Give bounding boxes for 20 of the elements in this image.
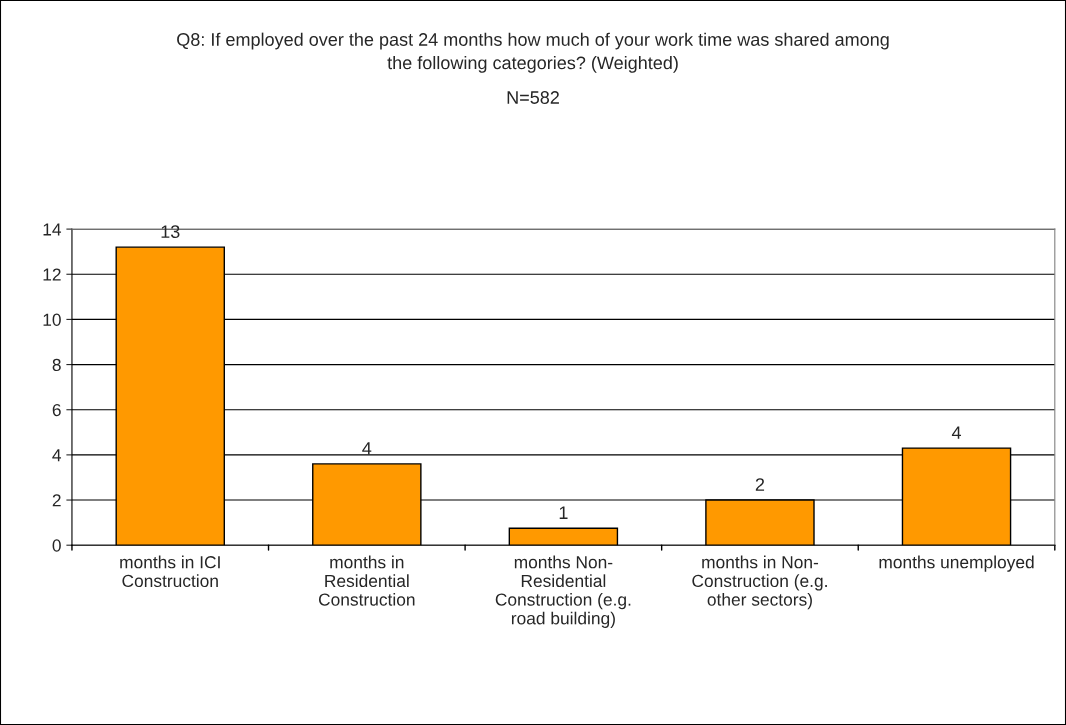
data-label: 1 [559, 506, 568, 519]
y-tick-label: 10 [43, 313, 61, 326]
y-tick-label: 4 [52, 449, 62, 462]
data-label: 4 [362, 442, 372, 455]
data-label: 2 [755, 478, 765, 491]
y-tick-label: 2 [52, 494, 61, 507]
y-tick-label: 6 [52, 403, 61, 417]
x-tick-label: months unemployed [879, 555, 1034, 572]
x-tick-label: months in Residential Construction [318, 555, 415, 606]
x-tick-label: months in ICI Construction [120, 555, 220, 588]
x-tick-label: months in Non-Construction (e.g. other sectors) [692, 555, 827, 610]
data-label: 4 [951, 426, 962, 439]
bar [508, 527, 619, 546]
chart-subtitle: N=582 [507, 91, 559, 104]
y-tick-label: 12 [43, 268, 61, 281]
y-tick-label: 14 [43, 223, 62, 236]
x-tick-label: months Non-Residential Construction (e.g. road building) [495, 555, 631, 628]
y-tick-label: 0 [52, 539, 61, 552]
chart-title: Q8: If employed over the past 24 months how much of your work time was shared among the following categories? (Weighted) [177, 32, 889, 73]
y-tick-label: 8 [52, 358, 61, 372]
